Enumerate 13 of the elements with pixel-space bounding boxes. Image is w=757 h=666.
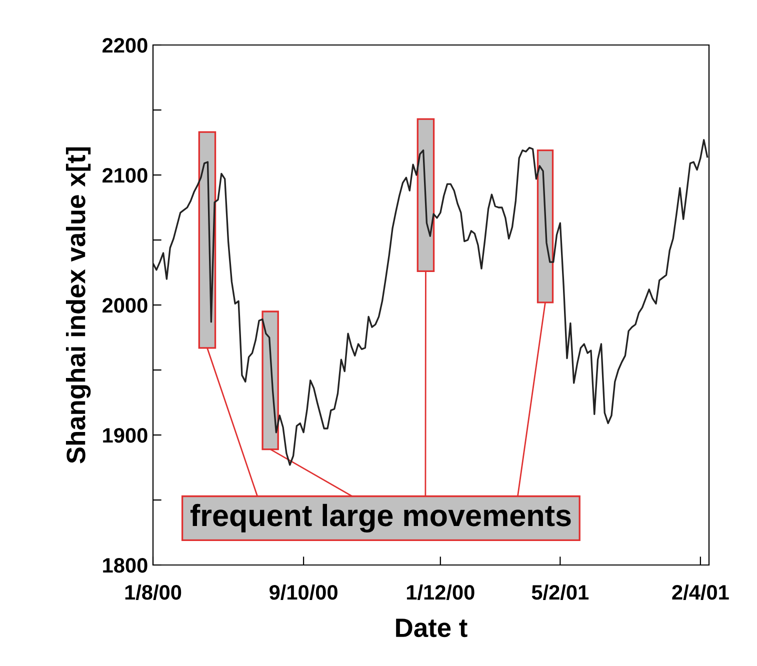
y-tick-label: 2100 — [102, 168, 148, 183]
x-tick-label: 9/10/00 — [270, 584, 338, 600]
x-tick-label: 1/8/00 — [125, 584, 182, 600]
y-axis-title: Shanghai index value x[t] — [66, 147, 91, 464]
y-tick-label: 2200 — [102, 38, 148, 53]
x-tick-label: 2/4/01 — [672, 584, 729, 600]
x-tick-label: 1/12/00 — [406, 584, 474, 600]
annotation: frequent large movements — [190, 504, 571, 533]
x-axis-title: Date t — [396, 618, 468, 638]
y-tick-label: 1800 — [103, 558, 148, 573]
y-tick-label: 2000 — [102, 298, 148, 313]
x-tick-label: 5/2/01 — [532, 584, 589, 600]
y-tick-label: 1900 — [103, 428, 148, 443]
